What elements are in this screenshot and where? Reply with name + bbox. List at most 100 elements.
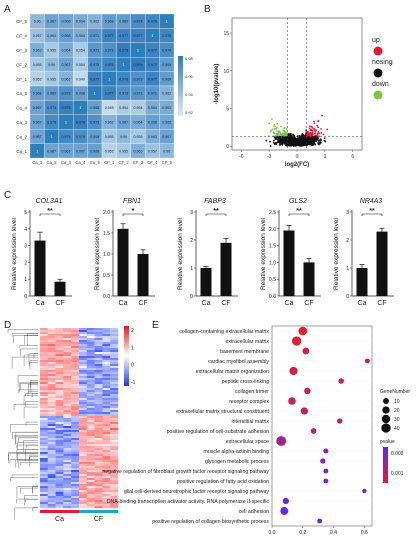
dotplot-term-label: muscle alpha-actinin binding xyxy=(204,449,270,455)
heatmap-d-cell xyxy=(110,504,119,507)
heatmap-a-cell-value: 0.976 xyxy=(148,20,157,24)
heatmap-d-cell xyxy=(71,500,80,503)
heatmap-d-cell xyxy=(55,476,64,479)
dotplot-point xyxy=(282,497,289,505)
heatmap-d-cell xyxy=(63,460,72,463)
volcano-point xyxy=(270,118,273,120)
heatmap-d-cell xyxy=(63,456,72,459)
heatmap-d-cell xyxy=(40,464,48,467)
heatmap-d-cell xyxy=(71,366,80,369)
heatmap-a-cell-value: 0.971 xyxy=(134,92,143,96)
volcano-point xyxy=(281,138,284,141)
volcano-frame xyxy=(231,17,363,151)
dotplot-term-label: basement membrane xyxy=(220,349,269,355)
heatmap-a-row-label: Ca_4 xyxy=(16,106,27,111)
heatmap-d-cell xyxy=(40,418,48,421)
volcano-point xyxy=(304,143,307,145)
heatmap-d-cell xyxy=(55,364,64,367)
heatmap-d-cell xyxy=(110,338,119,341)
bar-chart-y-tick-label: 0 xyxy=(190,294,193,300)
heatmap-d-cell xyxy=(40,476,48,479)
bar-chart-y-axis-label: Relative expression level xyxy=(11,218,18,290)
panel-c-bar-charts: COL3A1 Relative expression level 0 1 2 3 4 5 Ca C… xyxy=(11,198,394,307)
heatmap-a-cell-value: 0.967 xyxy=(47,149,56,153)
heatmap-d-cell xyxy=(40,330,48,333)
heatmap-d-cell xyxy=(94,434,103,437)
heatmap-a-cell-value: 0.976 xyxy=(162,34,171,38)
volcano-point xyxy=(323,137,326,139)
heatmap-d-cell xyxy=(79,492,87,495)
heatmap-d-cell xyxy=(71,406,80,409)
heatmap-d-cell xyxy=(47,474,56,477)
heatmap-d-cell xyxy=(94,350,103,353)
heatmap-a-cell-value: 0.971 xyxy=(90,49,99,53)
heatmap-d-cell xyxy=(102,346,111,349)
heatmap-a-cell-value: 0.977 xyxy=(148,49,157,53)
dotplot-point xyxy=(302,347,310,355)
heatmap-d-cell xyxy=(71,330,80,333)
dotplot-size-legend-label: 20 xyxy=(394,408,400,414)
heatmap-a-cell-value: 0.969 xyxy=(90,135,99,139)
heatmap-d-cell xyxy=(63,466,72,469)
heatmap-d-cell xyxy=(110,424,119,427)
heatmap-a-row-label: Ca_2 xyxy=(16,134,27,139)
heatmap-d-cell xyxy=(47,406,56,409)
heatmap-a-col-label: Ca_5 xyxy=(90,160,101,165)
heatmap-a-cell-value: 0.963 xyxy=(47,34,56,38)
heatmap-d-cell xyxy=(55,506,64,509)
significance-label: ** xyxy=(296,208,302,215)
heatmap-d-cell xyxy=(86,464,95,467)
volcano-point xyxy=(304,134,307,137)
heatmap-d-cell xyxy=(86,426,95,429)
heatmap-d-cell xyxy=(47,394,56,397)
heatmap-a-cell-value: 0.964 xyxy=(76,34,85,38)
heatmap-d-cell xyxy=(94,500,103,503)
heatmap-d-cell xyxy=(110,410,119,413)
heatmap-d-cell xyxy=(79,338,87,341)
heatmap-a-cell-value: 0.974 xyxy=(76,135,85,139)
heatmap-d-cell xyxy=(63,408,72,411)
heatmap-d-cell xyxy=(94,418,103,421)
heatmap-d-cell xyxy=(71,376,80,379)
heatmap-d-cell xyxy=(86,504,95,507)
heatmap-d-cell xyxy=(55,488,64,491)
heatmap-d-cell xyxy=(40,428,48,431)
heatmap-d-cell xyxy=(55,434,64,437)
heatmap-d-cell xyxy=(86,338,95,341)
heatmap-d-cell xyxy=(47,356,56,359)
heatmap-d-cell xyxy=(55,496,64,499)
volcano-point xyxy=(291,143,294,146)
heatmap-d-cell xyxy=(71,398,80,401)
dotplot-term-label: negative regulation of fibroblast growth… xyxy=(102,469,269,475)
heatmap-a-cell-value: 0.968 xyxy=(33,92,42,96)
heatmap-a-row-label: Ca_1 xyxy=(16,149,27,154)
heatmap-d-cell xyxy=(79,408,87,411)
heatmap-a-cell-value: 0.954 xyxy=(119,106,128,110)
heatmap-d-cell xyxy=(102,398,111,401)
heatmap-d-cell xyxy=(71,470,80,473)
volcano-point xyxy=(276,126,278,129)
heatmap-d-cell xyxy=(63,386,72,389)
heatmap-a-row-label: CF_3 xyxy=(16,48,28,53)
heatmap-d-cell xyxy=(102,364,111,367)
heatmap-a-cell-value: 0.969 xyxy=(162,63,171,67)
heatmap-d-cell xyxy=(40,430,48,433)
heatmap-d-cell xyxy=(40,494,48,497)
heatmap-d-cell xyxy=(47,358,56,361)
heatmap-d-cell xyxy=(40,496,48,499)
heatmap-d-cell xyxy=(110,492,119,495)
heatmap-a-cell-value: 0.962 xyxy=(105,121,114,125)
heatmap-d-cell xyxy=(86,442,95,445)
heatmap-d-cell xyxy=(86,362,95,365)
heatmap-d-cell xyxy=(110,396,119,399)
heatmap-d-cell xyxy=(102,480,111,483)
heatmap-a-cell-value: 1 xyxy=(51,135,53,139)
bar-chart-bar xyxy=(356,268,368,296)
heatmap-d-cell xyxy=(102,430,111,433)
heatmap-d-cell xyxy=(47,352,56,355)
heatmap-d-cell xyxy=(47,504,56,507)
heatmap-d-cell xyxy=(47,402,56,405)
dotplot-color-legend-tick: 0.001 xyxy=(391,471,404,477)
bar-chart-bar xyxy=(283,230,295,296)
heatmap-d-cell xyxy=(110,476,119,479)
